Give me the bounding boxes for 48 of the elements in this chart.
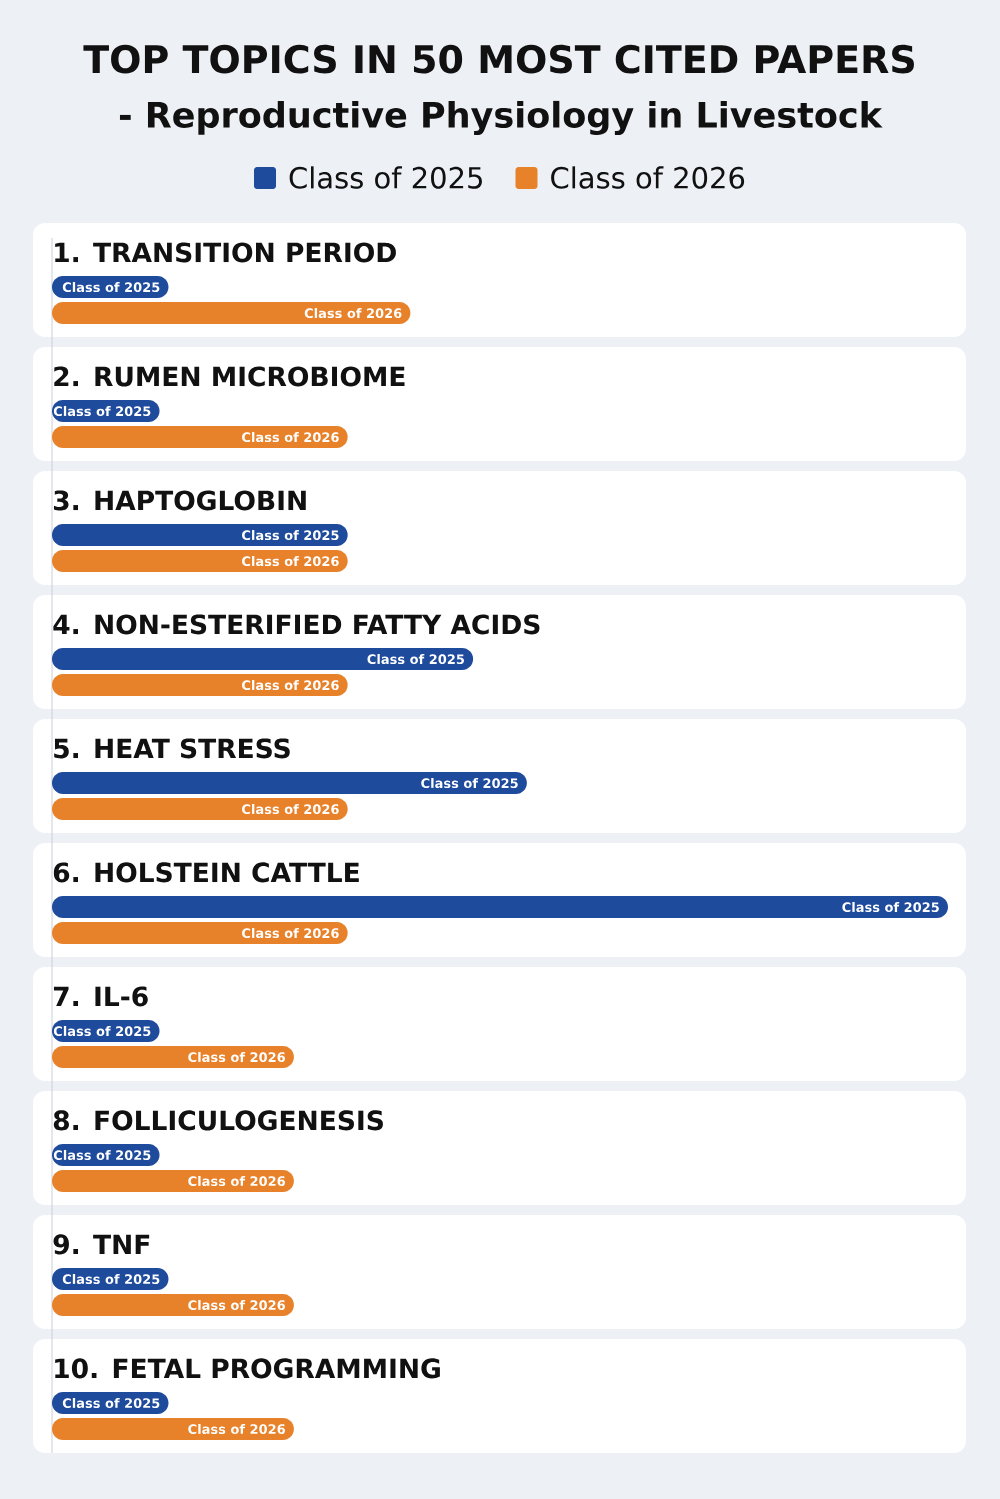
text: Class of 2025 — [53, 1025, 151, 1037]
text: Class of 2025 — [842, 902, 939, 913]
bar — [52, 772, 527, 795]
legend-label: Class of 2026 — [551, 166, 745, 189]
y-tick-label: 6. HOLSTEIN CATTLE — [53, 862, 359, 883]
bar — [52, 524, 348, 547]
text: Class of 2026 — [242, 804, 339, 815]
text: Class of 2025 — [62, 1397, 160, 1409]
text: Class of 2025 — [242, 530, 339, 541]
text: Class of 2026 — [304, 308, 402, 319]
text: Class of 2026 — [188, 1299, 286, 1311]
bar — [52, 426, 348, 449]
text: Class of 2026 — [242, 928, 339, 939]
y-tick-label: 5. HEAT STRESS — [54, 738, 290, 759]
bar — [52, 1418, 294, 1441]
bar — [52, 550, 348, 573]
text: Class of 2026 — [188, 1175, 286, 1187]
text: Class of 2026 — [242, 432, 339, 443]
y-tick-label: 10. FETAL PROGRAMMING — [55, 1358, 440, 1379]
y-tick-label: 7. IL-6 — [53, 986, 148, 1007]
text: Class of 2025 — [62, 282, 160, 293]
text: Class of 2026 — [242, 680, 339, 691]
text: Class of 2026 — [242, 556, 339, 567]
bar — [52, 1170, 294, 1193]
y-tick-label: 8. FOLLICULOGENESIS — [53, 1110, 383, 1131]
bar — [52, 798, 348, 821]
chart-subtitle: - Reproductive Physiology in Livestock — [119, 100, 883, 136]
text: Class of 2025 — [53, 406, 151, 417]
bar — [52, 648, 474, 671]
bar — [52, 896, 948, 919]
text: Class of 2025 — [421, 778, 518, 789]
bar — [52, 1294, 294, 1317]
text: Class of 2026 — [188, 1051, 286, 1063]
chart-title: TOP TOPICS IN 50 MOST CITED PAPERS — [83, 44, 914, 74]
bar — [52, 1046, 294, 1069]
y-tick-label: 1. TRANSITION PERIOD — [55, 242, 396, 263]
y-tick-label: 2. RUMEN MICROBIOME — [54, 366, 405, 387]
y-tick-label: 3. HAPTOGLOBIN — [53, 490, 306, 511]
y-tick-label: 4. NON-ESTERIFIED FATTY ACIDS — [53, 614, 540, 635]
bar — [52, 302, 411, 325]
bar — [52, 674, 348, 697]
text: Class of 2025 — [62, 1273, 160, 1285]
text: Class of 2026 — [188, 1423, 286, 1435]
bar — [52, 922, 348, 945]
text: Class of 2025 — [53, 1149, 151, 1161]
y-tick-label: 9. TNF — [53, 1234, 150, 1255]
legend-label: Class of 2025 — [289, 166, 482, 189]
text: Class of 2025 — [367, 654, 465, 665]
